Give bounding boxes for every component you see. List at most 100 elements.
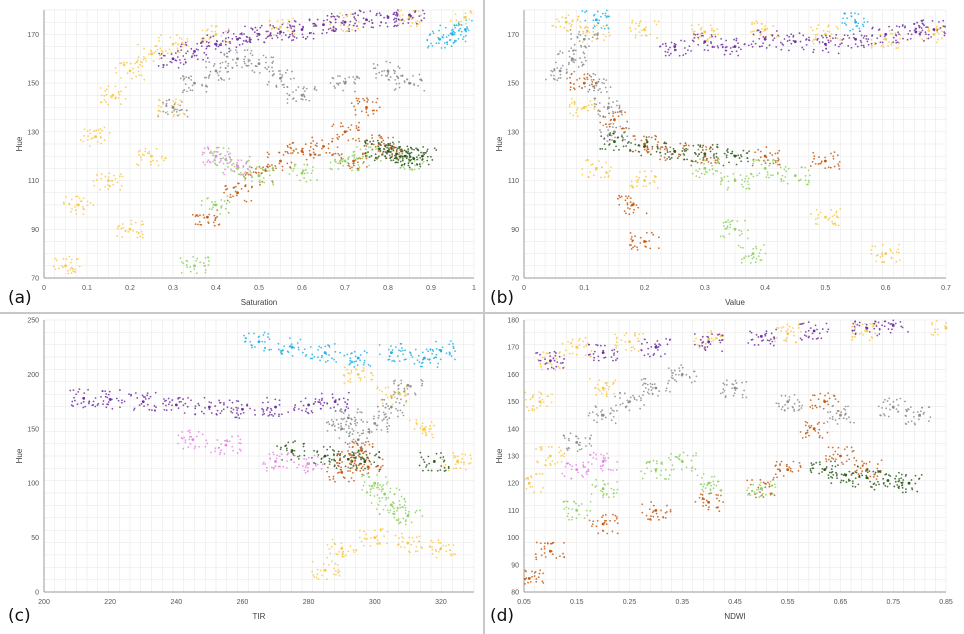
scatter-dot: [291, 25, 294, 27]
scatter-dot: [182, 63, 185, 66]
scatter-dot: [602, 25, 605, 27]
scatter-dot: [605, 126, 608, 128]
scatter-dot: [226, 439, 228, 442]
scatter-dot: [347, 126, 350, 129]
scatter-dot: [352, 438, 355, 441]
scatter-dot: [691, 39, 694, 42]
scatter-dot: [270, 413, 273, 416]
scatter-dot: [249, 52, 252, 55]
scatter-dot: [398, 157, 401, 160]
scatter-dot: [601, 81, 604, 84]
scatter-dot: [355, 139, 357, 142]
scatter-dot: [144, 396, 146, 399]
scatter-dot: [650, 153, 652, 156]
scatter-dot: [776, 30, 778, 32]
scatter-dot: [740, 261, 743, 264]
scatter-dot: [278, 162, 281, 165]
scatter-dot: [594, 97, 597, 100]
scatter-dot: [288, 24, 291, 26]
scatter-dot: [387, 405, 389, 407]
scatter-dot: [409, 168, 411, 171]
scatter-dot: [758, 37, 761, 40]
scatter-dot: [224, 439, 226, 442]
scatter-dot: [303, 177, 306, 179]
scatter-dot: [403, 498, 406, 501]
scatter-dot: [746, 237, 749, 240]
scatter-dot: [359, 10, 362, 13]
scatter-dot: [863, 35, 866, 37]
scatter-dot: [285, 444, 288, 447]
scatter-dot: [759, 31, 762, 34]
scatter-dot: [231, 67, 234, 69]
scatter-dot: [747, 187, 750, 190]
scatter-dot: [87, 388, 89, 391]
scatter-dot: [166, 64, 168, 66]
scatter-dot: [323, 463, 326, 465]
scatter-dot: [75, 393, 78, 396]
data-point: [77, 203, 80, 207]
scatter-dot: [403, 149, 406, 152]
scatter-dot: [239, 438, 242, 441]
scatter-dot: [441, 35, 444, 38]
scatter-dot: [378, 497, 381, 500]
scatter-dot: [399, 160, 402, 163]
scatter-dot: [896, 41, 899, 44]
scatter-dot: [179, 77, 182, 80]
scatter-dot: [389, 487, 392, 490]
scatter-dot: [628, 207, 631, 210]
scatter-dot: [730, 220, 733, 223]
point-cluster: [556, 49, 587, 68]
scatter-dot: [99, 132, 101, 135]
scatter-dot: [165, 99, 168, 102]
scatter-dot: [834, 44, 837, 46]
scatter-dot: [334, 562, 337, 565]
scatter-dot: [440, 452, 442, 454]
point-cluster: [136, 43, 167, 64]
scatter-dot: [265, 30, 268, 33]
scatter-dot: [818, 41, 821, 43]
scatter-dot: [821, 41, 824, 44]
scatter-dot: [762, 244, 765, 246]
scatter-dot: [327, 142, 330, 145]
scatter-dot: [337, 75, 339, 77]
point-cluster: [200, 195, 231, 215]
scatter-dot: [235, 194, 238, 197]
y-tick-label: 0: [35, 590, 39, 597]
scatter-dot: [360, 458, 362, 461]
scatter-dot: [640, 154, 643, 157]
scatter-dot: [808, 39, 811, 42]
scatter-dot: [682, 54, 685, 57]
scatter-dot: [271, 37, 274, 40]
scatter-dot: [328, 460, 331, 462]
scatter-dot: [377, 503, 380, 506]
scatter-dot: [327, 421, 330, 423]
scatter-dot: [291, 33, 294, 35]
scatter-dot: [374, 145, 377, 148]
scatter-dot: [669, 150, 672, 153]
scatter-dot: [747, 160, 749, 163]
scatter-dot: [207, 221, 210, 224]
scatter-dot: [634, 235, 637, 238]
scatter-dot: [146, 392, 149, 395]
point-cluster: [809, 207, 842, 227]
scatter-dot: [208, 401, 211, 403]
scatter-dot: [657, 141, 660, 143]
scatter-dot: [132, 229, 135, 232]
scatter-dot: [599, 129, 601, 131]
series-darkgreen: [363, 139, 438, 169]
scatter-dot: [715, 162, 718, 165]
scatter-dot: [251, 69, 254, 72]
point-cluster: [308, 14, 338, 35]
scatter-dot: [458, 29, 460, 32]
data-point: [607, 106, 610, 109]
scatter-dot: [379, 150, 382, 152]
scatter-dot: [238, 417, 241, 420]
scatter-dot: [357, 14, 359, 17]
scatter-dot: [360, 411, 363, 414]
scatter-dot: [585, 46, 587, 49]
scatter-dot: [291, 355, 294, 357]
scatter-dot: [725, 39, 728, 42]
scatter-dot: [580, 44, 582, 47]
scatter-dot: [219, 62, 222, 65]
scatter-dot: [883, 260, 886, 263]
